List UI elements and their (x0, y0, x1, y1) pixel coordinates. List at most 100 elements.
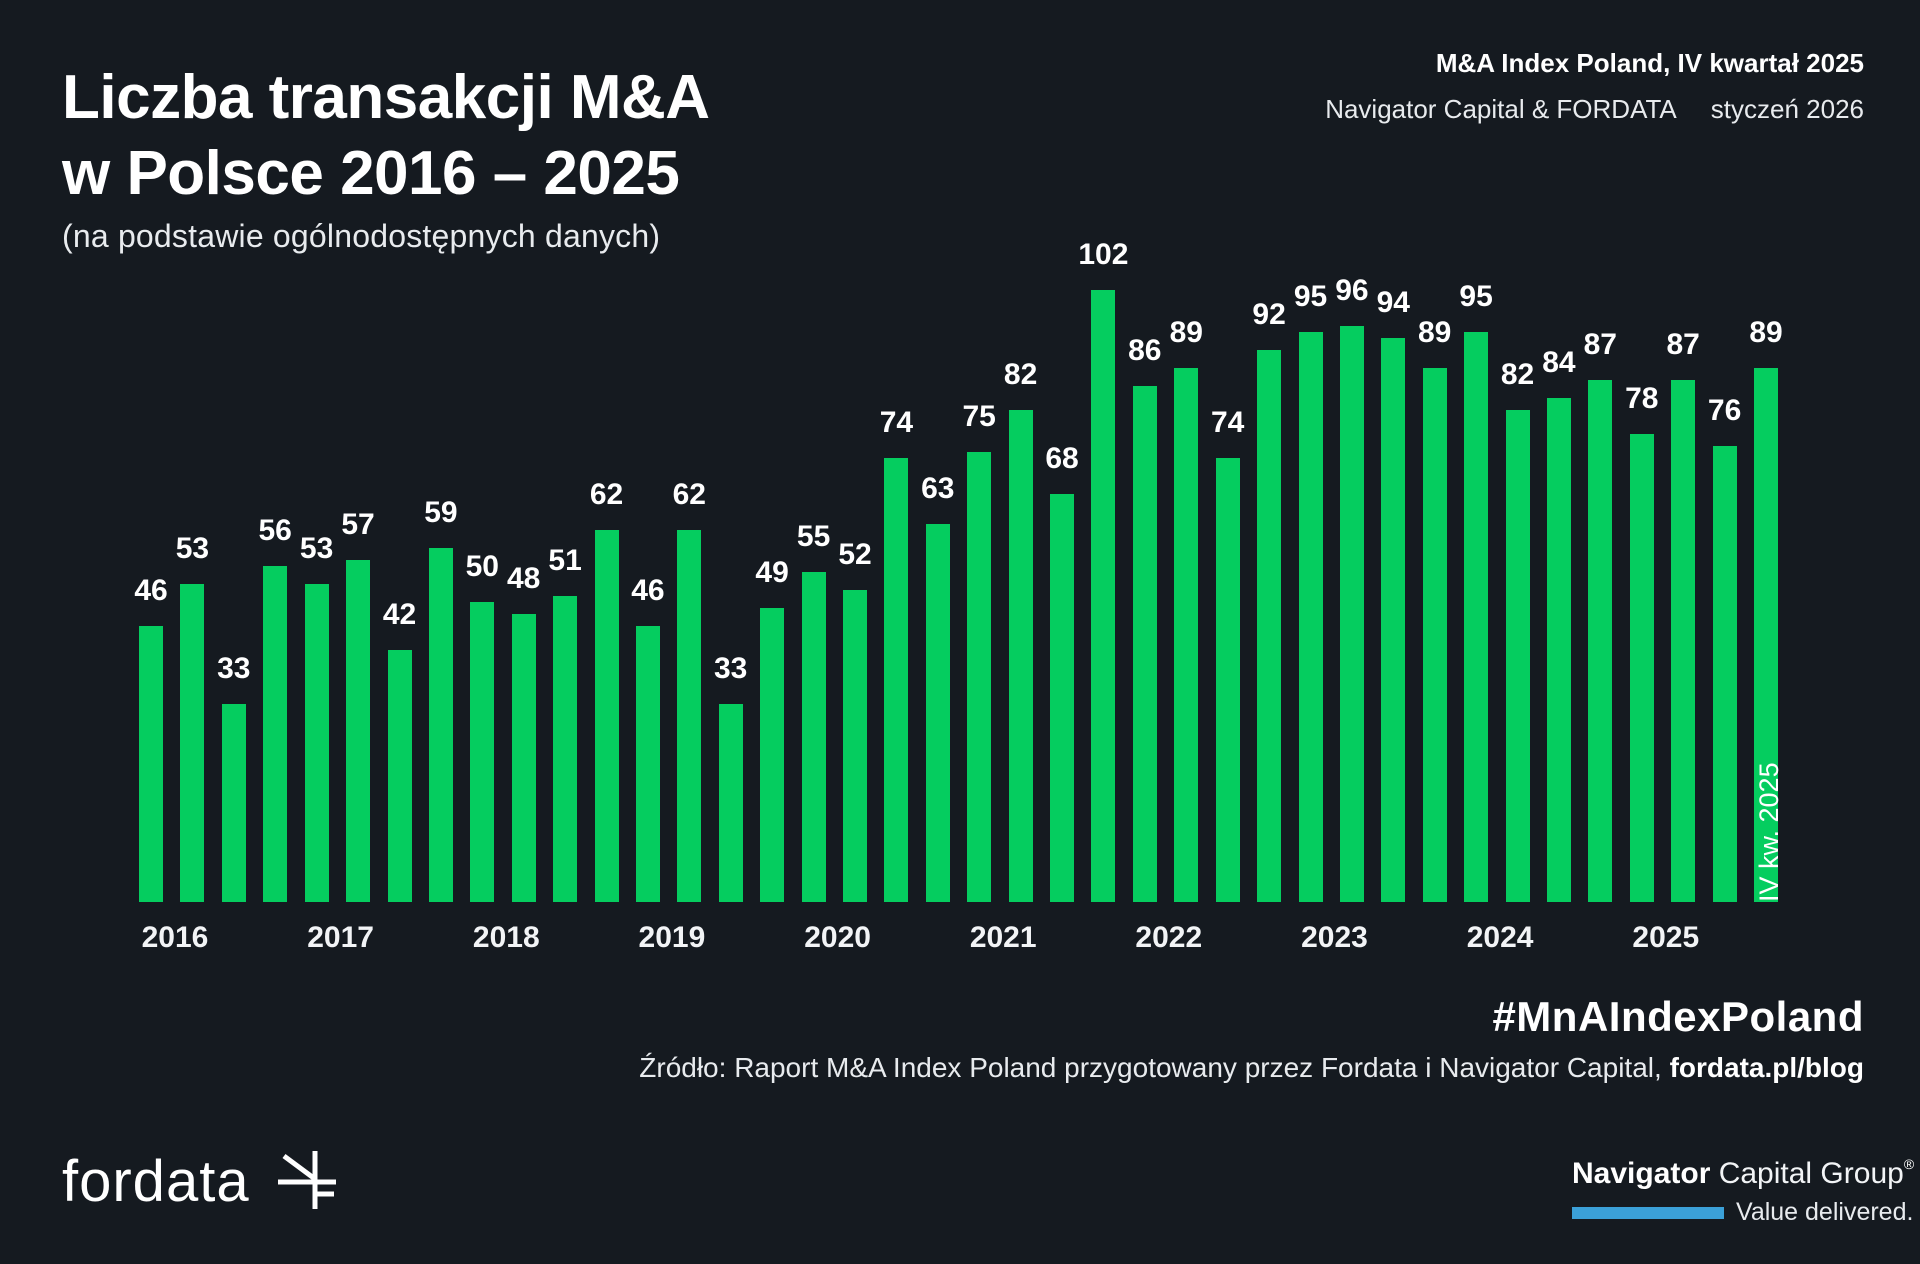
fordata-icon (277, 1151, 336, 1209)
bar (1008, 410, 1033, 902)
bar-value-label: 75 (962, 400, 996, 433)
bar-value-label: 68 (1045, 442, 1079, 475)
bar-value-label: 82 (1003, 358, 1038, 391)
source-line: Źródło: Raport M&A Index Poland przygoto… (639, 1052, 1864, 1084)
bar-value-label: 95 (1293, 280, 1328, 313)
bar-value-label: 56 (258, 514, 292, 547)
bar-value-label: 89 (1418, 316, 1452, 349)
navigator-logo-text: Navigator Capital Group® (1572, 1146, 1914, 1192)
source-link[interactable]: fordata.pl/blog (1669, 1052, 1864, 1083)
bar (1257, 350, 1282, 902)
bar-value-label: 74 (879, 406, 914, 439)
bar-value-label: 50 (465, 550, 499, 583)
bar-value-label: 95 (1459, 280, 1493, 313)
bar-value-label: 46 (134, 574, 168, 607)
bar (1050, 494, 1074, 902)
last-quarter-label: IV kw. 2025 (1754, 762, 1784, 902)
bar (553, 596, 578, 902)
navigator-logo-bottom: Value delivered. (1572, 1198, 1913, 1227)
bar (718, 704, 743, 902)
bar (387, 650, 412, 902)
bar (1671, 380, 1696, 902)
bar-value-label: 78 (1625, 382, 1659, 415)
year-label: 2025 (1632, 921, 1700, 954)
navigator-tagline: Value delivered. (1736, 1198, 1914, 1226)
bar (304, 584, 329, 902)
bar-value-label: 87 (1583, 328, 1617, 361)
title-line-1: Liczba transakcji M&A (62, 63, 710, 132)
bar (1174, 368, 1199, 902)
bar (635, 626, 660, 902)
bar-value-label: 63 (921, 472, 955, 505)
bar-value-label: 84 (1542, 346, 1576, 379)
bar (470, 602, 495, 902)
navigator-logo-bold: Navigator (1572, 1157, 1711, 1190)
bar (511, 614, 536, 902)
bar (221, 704, 246, 902)
bar-value-label: 87 (1666, 328, 1700, 361)
bar (1754, 368, 1778, 902)
bar (1298, 332, 1323, 902)
hashtag: #MnAIndexPoland (1492, 993, 1864, 1040)
bar-value-label: 53 (299, 532, 334, 565)
year-label: 2016 (141, 921, 209, 954)
bar-value-label: 86 (1128, 334, 1162, 367)
bar-value-label: 51 (548, 544, 582, 577)
year-label: 2018 (472, 921, 540, 954)
bar (428, 548, 453, 902)
report-title: M&A Index Poland, IV kwartał 2025 (1435, 48, 1864, 78)
bar-value-label: 62 (589, 478, 624, 511)
bar (967, 452, 992, 902)
navigator-logo-rest: Capital Group (1710, 1157, 1904, 1190)
bar (1505, 410, 1530, 902)
year-label: 2022 (1135, 921, 1203, 954)
bar (1464, 332, 1489, 902)
bar (139, 626, 163, 902)
year-label: 2023 (1301, 921, 1368, 954)
bar-value-label: 57 (341, 508, 375, 541)
bar (180, 584, 205, 902)
source-text: Źródło: Raport M&A Index Poland przygoto… (639, 1052, 1670, 1083)
bar (677, 530, 702, 902)
navigator-blue-bar (1572, 1206, 1724, 1219)
bar (760, 608, 785, 902)
bar-value-label: 62 (672, 478, 706, 511)
page-title: Liczba transakcji M&A w Polsce 2016 – 20… (62, 60, 710, 212)
bar-value-label: 102 (1078, 238, 1129, 271)
fordata-wordmark: fordata (62, 1149, 250, 1214)
bar-value-label: 33 (217, 652, 251, 685)
page-subtitle: (na podstawie ogólnodostępnych danych) (62, 218, 661, 254)
bar-value-label: 94 (1376, 286, 1410, 319)
report-date: styczeń 2026 (1710, 94, 1864, 124)
bar (263, 566, 288, 902)
bar-value-label: 89 (1169, 316, 1203, 349)
year-label: 2017 (307, 921, 374, 954)
bar-value-label: 96 (1335, 274, 1369, 307)
bar (925, 524, 950, 902)
bar (1215, 458, 1240, 902)
bar (1339, 326, 1364, 902)
registered-mark: ® (1903, 1156, 1915, 1172)
bar (1546, 398, 1571, 902)
bar (1588, 380, 1613, 902)
bar (884, 458, 909, 902)
bar (1712, 446, 1737, 902)
year-label: 2024 (1466, 921, 1534, 954)
report-authors: Navigator Capital & FORDATA (1325, 94, 1677, 124)
title-line-2: w Polsce 2016 – 2025 (62, 139, 680, 208)
bar (1422, 368, 1447, 902)
bar (594, 530, 619, 902)
bar-value-label: 82 (1500, 358, 1535, 391)
year-label: 2021 (969, 921, 1037, 954)
bar (801, 572, 826, 902)
bar-value-label: 74 (1211, 406, 1245, 439)
bar-value-label: 52 (838, 538, 872, 571)
report-byline: Navigator Capital & FORDATA styczeń 2026 (1325, 86, 1864, 132)
year-label: 2020 (804, 921, 871, 954)
bar-value-label: 48 (507, 562, 541, 595)
bar-value-label: 49 (755, 556, 789, 589)
bar-value-label: 42 (382, 598, 417, 631)
bar-value-label: 59 (424, 496, 458, 529)
